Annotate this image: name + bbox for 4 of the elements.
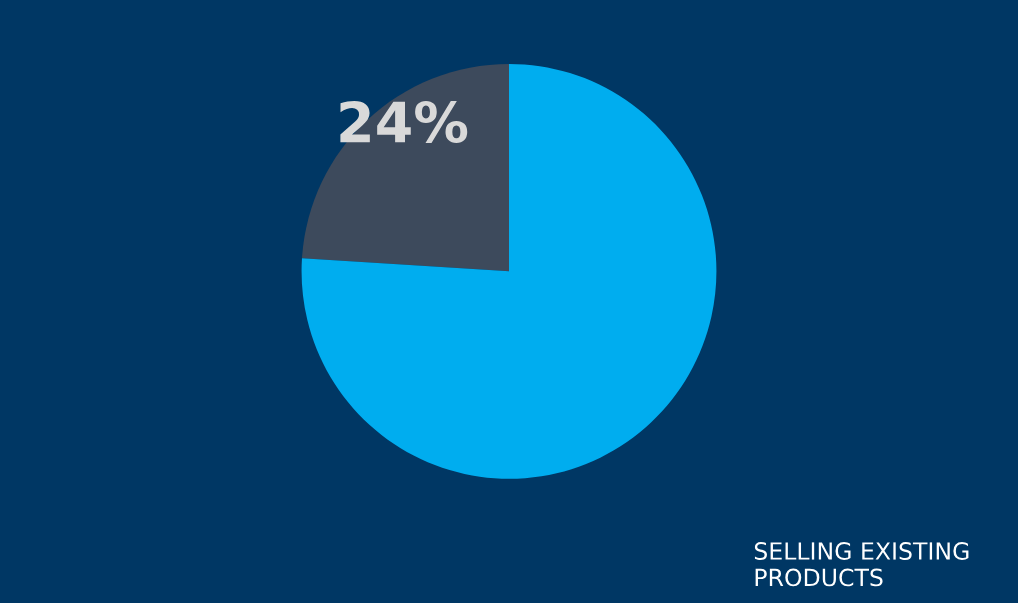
- data-label: 24%: [340, 100, 468, 143]
- slice-label: SELLING EXISTING PRODUCTS: [754, 542, 969, 587]
- pie-slice: [301, 63, 717, 479]
- pie-slice: [301, 63, 509, 272]
